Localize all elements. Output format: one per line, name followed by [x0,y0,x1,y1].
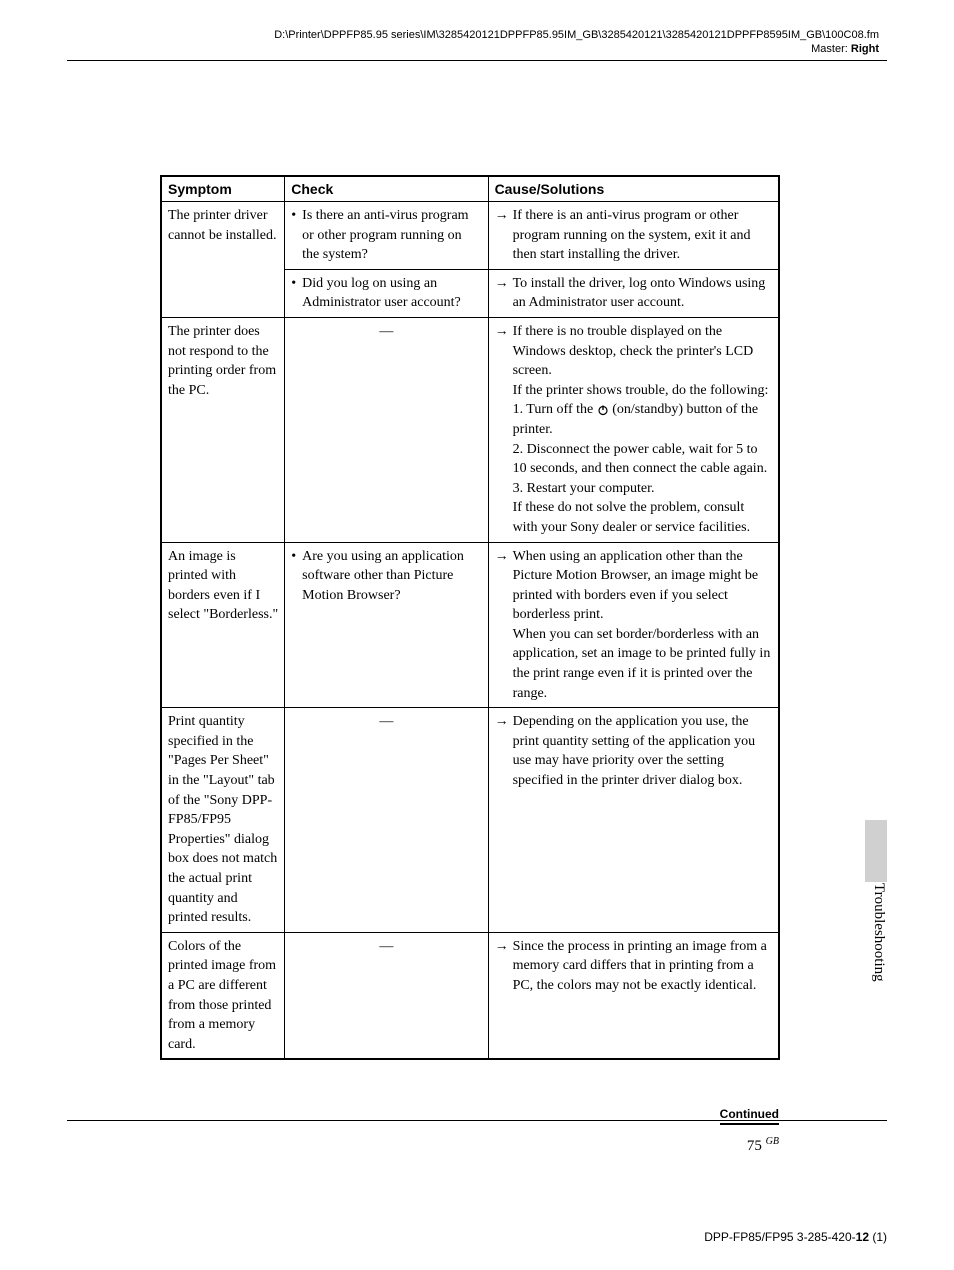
header-symptom: Symptom [161,176,285,202]
footer-text: DPP-FP85/FP95 3-285-420-12 (1) [704,1230,887,1244]
cause-text: If the printer shows trouble, do the fol… [513,383,769,398]
check-cell: — [285,317,488,542]
arrow-icon: → [495,274,509,313]
header-path: D:\Printer\DPPFP85.95 series\IM\32854201… [200,28,879,57]
step-2: 2. Disconnect the power cable, wait for … [513,440,772,479]
arrow-icon: → [495,937,509,996]
cause-text: Since the process in printing an image f… [513,937,772,996]
cause-cell: → When using an application other than t… [488,542,779,708]
table-row: Colors of the printed image from a PC ar… [161,932,779,1059]
page-number: 75 GB [747,1136,779,1155]
bullet-icon: • [291,206,296,265]
symptom-cell: The printer does not respond to the prin… [161,317,285,542]
check-cell: — [285,932,488,1059]
master-label: Master: [811,43,848,55]
header-rule [67,60,887,61]
cause-text: When using an application other than the… [513,549,759,623]
troubleshooting-table: Symptom Check Cause/Solutions The printe… [160,175,780,1060]
side-section-label: Troubleshooting [865,883,887,982]
symptom-cell: Print quantity specified in the "Pages P… [161,708,285,933]
power-icon [597,404,609,416]
cause-cell: → If there is no trouble displayed on th… [488,317,779,542]
symptom-cell: Colors of the printed image from a PC ar… [161,932,285,1059]
step-3: 3. Restart your computer. [513,479,772,499]
cause-cell: → Since the process in printing an image… [488,932,779,1059]
file-path: D:\Printer\DPPFP85.95 series\IM\32854201… [274,29,879,41]
check-cell: • Are you using an application software … [285,542,488,708]
arrow-icon: → [495,206,509,265]
cause-cell: → Depending on the application you use, … [488,708,779,933]
cause-text: If these do not solve the problem, consu… [513,500,751,535]
bullet-icon: • [291,547,296,606]
page-gb: GB [766,1136,779,1147]
cause-text: If there is no trouble displayed on the … [513,324,754,378]
cause-text: To install the driver, log onto Windows … [513,274,772,313]
check-text: Are you using an application software ot… [302,547,481,606]
master-value: Right [851,43,879,55]
cause-cell: → If there is an anti-virus program or o… [488,202,779,318]
bullet-icon: • [291,274,296,313]
header-cause: Cause/Solutions [488,176,779,202]
page-num-value: 75 [747,1138,762,1154]
cause-body: When using an application other than the… [513,547,772,704]
cause-text: Depending on the application you use, th… [513,712,772,790]
check-text: Is there an anti-virus program or other … [302,206,481,265]
header-check: Check [285,176,488,202]
arrow-icon: → [495,547,509,704]
arrow-icon: → [495,712,509,790]
symptom-cell: An image is printed with borders even if… [161,542,285,708]
arrow-icon: → [495,322,509,538]
continued-label: Continued [720,1107,779,1125]
cause-text: If there is an anti-virus program or oth… [513,206,772,265]
side-tab [865,820,887,882]
cause-body: If there is no trouble displayed on the … [513,322,772,538]
table-row: Print quantity specified in the "Pages P… [161,708,779,933]
cause-text: When you can set border/borderless with … [513,627,771,701]
table-row: The printer does not respond to the prin… [161,317,779,542]
check-cell: • Is there an anti-virus program or othe… [285,202,488,318]
step-1: 1. Turn off the (on/standby) button of t… [513,400,772,439]
check-text: Did you log on using an Administrator us… [302,274,481,313]
table-row: The printer driver cannot be installed. … [161,202,779,318]
footer-rule [67,1120,887,1121]
table-header-row: Symptom Check Cause/Solutions [161,176,779,202]
check-cell: — [285,708,488,933]
table-row: An image is printed with borders even if… [161,542,779,708]
symptom-cell: The printer driver cannot be installed. [161,202,285,318]
